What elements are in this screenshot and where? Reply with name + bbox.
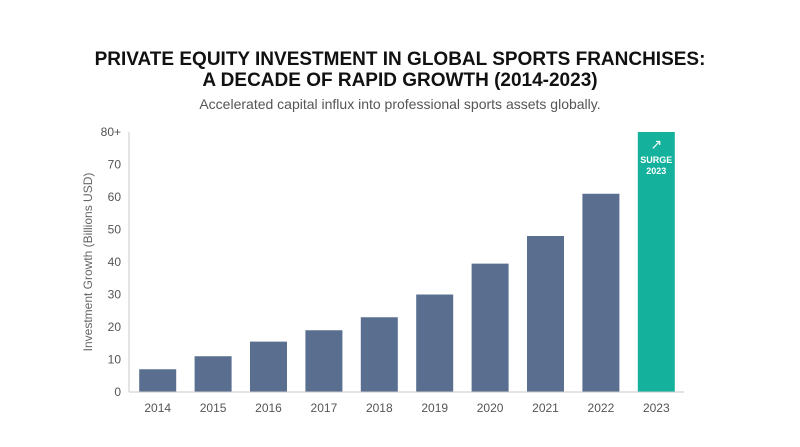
bar-2020 — [471, 263, 509, 392]
y-tick-label: 0 — [114, 385, 121, 399]
x-tick-label: 2015 — [200, 401, 227, 415]
x-tick-label: 2020 — [477, 401, 504, 415]
y-tick-label: 50 — [108, 223, 122, 237]
bar-2015 — [194, 356, 232, 392]
highlight-label-line-2: 2023 — [646, 166, 666, 176]
bar-2017 — [305, 330, 343, 392]
y-tick-label: 80+ — [101, 125, 121, 139]
x-tick-label: 2021 — [532, 401, 559, 415]
bar-2021 — [527, 236, 564, 392]
y-tick-label: 60 — [108, 190, 122, 204]
y-tick-label: 20 — [108, 320, 122, 334]
chart-title-line-2: A DECADE OF RAPID GROWTH (2014-2023) — [202, 70, 598, 91]
bar-2014 — [139, 369, 177, 392]
bar-2016 — [250, 341, 287, 392]
y-tick-label: 40 — [108, 255, 122, 269]
y-tick-label: 10 — [108, 353, 122, 367]
x-tick-label: 2022 — [588, 401, 615, 415]
bar-2019 — [416, 294, 454, 392]
x-tick-label: 2017 — [311, 401, 338, 415]
bar-2018 — [360, 317, 398, 392]
x-tick-label: 2023 — [643, 401, 670, 415]
y-axis-title: Investment Growth (Billions USD) — [81, 173, 95, 352]
bar-highlight-2023 — [637, 132, 675, 392]
chart-subtitle: Accelerated capital influx into professi… — [199, 96, 601, 112]
y-tick-label: 30 — [108, 288, 122, 302]
x-tick-label: 2018 — [366, 401, 393, 415]
bar-2022 — [582, 193, 620, 392]
y-tick-label: 70 — [108, 158, 122, 172]
x-tick-label: 2014 — [144, 401, 171, 415]
x-tick-label: 2016 — [255, 401, 282, 415]
chart-title-line-1: PRIVATE EQUITY INVESTMENT IN GLOBAL SPOR… — [94, 49, 706, 70]
highlight-label-line-1: SURGE — [640, 155, 672, 165]
arrow-up-right-icon: ↗ — [650, 136, 662, 152]
x-tick-label: 2019 — [421, 401, 448, 415]
